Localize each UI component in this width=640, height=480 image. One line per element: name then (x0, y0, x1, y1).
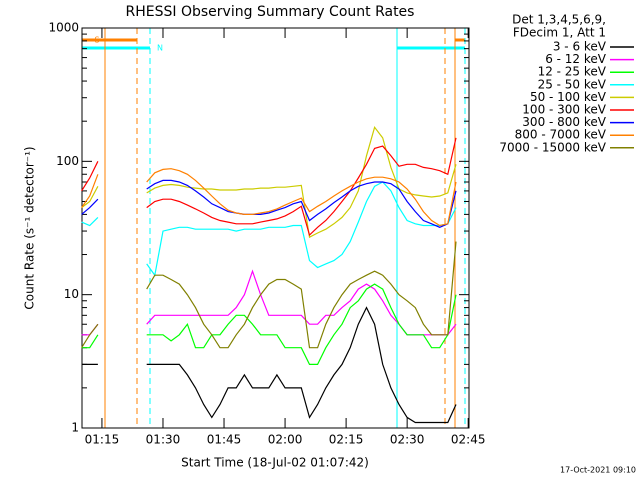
legend-label: 800 - 7000 keV (515, 128, 607, 142)
x-tick-label: 01:15 (85, 433, 120, 447)
legend-label: 6 - 12 keV (545, 52, 607, 66)
series-line (81, 137, 457, 237)
legend-label: 300 - 800 keV (522, 115, 606, 129)
y-tick-label: 10 (64, 287, 79, 301)
legend-label: 12 - 25 keV (538, 65, 607, 79)
legend-label: 3 - 6 keV (553, 40, 607, 54)
flags: S N (82, 28, 466, 428)
legend-label: 25 - 50 keV (538, 77, 607, 91)
x-tick-label: 02:30 (390, 433, 425, 447)
series-line (81, 168, 457, 227)
annotation: S (94, 36, 99, 45)
x-tick-label: 02:00 (268, 433, 303, 447)
plot-frame (81, 27, 470, 429)
series-line (81, 181, 457, 277)
legend-label: 100 - 300 keV (522, 103, 606, 117)
series-line (81, 283, 457, 365)
y-axis-label: Count Rate (s⁻¹ detector⁻¹) (23, 146, 37, 309)
series-line (81, 306, 457, 424)
y-tick-label: 1 (71, 421, 79, 435)
legend-title: FDecim 1, Att 1 (513, 26, 606, 40)
x-tick-label: 01:30 (146, 433, 181, 447)
series-line (81, 241, 457, 349)
chart-title: RHESSI Observing Summary Count Rates (126, 4, 415, 20)
legend-title: Det 1,3,4,5,6,9, (512, 13, 606, 27)
series-line (81, 179, 457, 228)
x-tick-label: 02:15 (329, 433, 364, 447)
footer: 17-Oct-2021 09:10 (560, 466, 636, 475)
x-tick-label: 01:45 (207, 433, 242, 447)
legend-label: 7000 - 15000 keV (499, 140, 606, 154)
y-tick-label: 100 (56, 154, 79, 168)
annotation: N (157, 44, 163, 53)
legend-label: 50 - 100 keV (530, 90, 607, 104)
series-line (81, 125, 457, 239)
x-axis-label: Start Time (18-Jul-02 01:07:42) (181, 456, 369, 470)
y-tick-label: 1000 (48, 21, 79, 35)
x-tick-label: 02:45 (451, 433, 486, 447)
